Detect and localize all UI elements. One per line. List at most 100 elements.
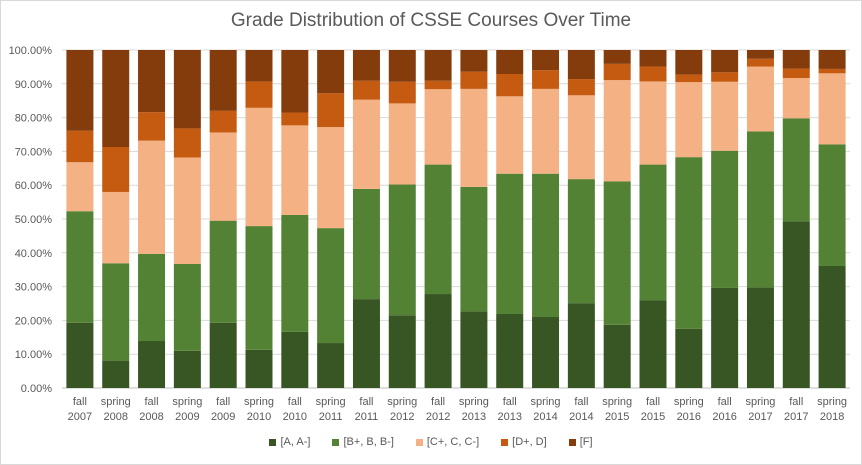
bar-segment <box>317 50 345 94</box>
bar-segment <box>746 50 774 59</box>
legend-item: [C+, C, C-] <box>415 436 480 449</box>
bar-segment <box>352 80 380 100</box>
bar-segment <box>317 93 345 128</box>
x-tick-label: spring <box>172 396 202 408</box>
bar-segment <box>102 191 130 264</box>
bar-segment <box>388 184 416 316</box>
x-tick-label: fall <box>359 396 373 408</box>
bar-segment <box>496 173 524 314</box>
bar-segment <box>496 73 524 97</box>
bar-segment <box>281 112 309 126</box>
bar-segment <box>388 315 416 388</box>
bar-segment <box>711 81 739 151</box>
x-tick-label: 2012 <box>426 411 450 423</box>
bar-segment <box>102 50 130 148</box>
bar-segment <box>102 360 130 388</box>
bar-segment <box>424 80 452 90</box>
bar-segment <box>424 294 452 388</box>
bar-segment <box>460 88 488 187</box>
bar-segment <box>532 173 560 318</box>
x-tick-label: fall <box>145 396 159 408</box>
bar-segment <box>818 144 846 266</box>
bar-segment <box>245 81 273 108</box>
x-tick-label: 2017 <box>784 411 808 423</box>
bar-segment <box>603 63 631 81</box>
bar-segment <box>102 263 130 361</box>
bar-segment <box>352 188 380 300</box>
x-tick-label: 2008 <box>139 411 163 423</box>
x-tick-label: fall <box>718 396 732 408</box>
y-tick-label: 50.00% <box>15 214 53 226</box>
x-tick-label: 2007 <box>68 411 92 423</box>
bar-segment <box>675 50 703 75</box>
x-tick-label: 2012 <box>390 411 414 423</box>
bar-segment <box>639 66 667 82</box>
x-tick-label: spring <box>531 396 561 408</box>
bar-segment <box>603 80 631 182</box>
x-tick-label: fall <box>73 396 87 408</box>
bar-segment <box>746 287 774 388</box>
x-tick-label: 2008 <box>103 411 127 423</box>
bar-segment <box>460 186 488 312</box>
legend-label: [B+, B, B-] <box>343 436 394 449</box>
x-tick-label: 2016 <box>712 411 736 423</box>
legend-label: [C+, C, C-] <box>426 436 480 449</box>
legend-swatch <box>269 438 277 446</box>
legend-label: [A, A-] <box>280 436 311 449</box>
bar-segment <box>639 164 667 301</box>
chart-title: Grade Distribution of CSSE Courses Over … <box>230 10 632 31</box>
bar-segment <box>460 71 488 89</box>
bar-segment <box>424 89 452 165</box>
legend-label: [F] <box>579 436 593 449</box>
x-tick-label: 2013 <box>462 411 486 423</box>
bar-segment <box>460 50 488 72</box>
legend-swatch <box>568 438 576 446</box>
x-tick-label: spring <box>244 396 274 408</box>
bar-segment <box>711 50 739 73</box>
bar-segment <box>138 112 166 141</box>
x-tick-label: 2018 <box>820 411 844 423</box>
legend-item: [B+, B, B-] <box>332 436 394 449</box>
y-tick-label: 80.00% <box>15 113 53 125</box>
bar-segment <box>138 253 166 342</box>
bar-segment <box>352 299 380 388</box>
bar-segment <box>818 50 846 69</box>
bar-segment <box>711 150 739 288</box>
bar-segment <box>66 322 94 388</box>
x-tick-label: 2013 <box>497 411 521 423</box>
legend-swatch <box>415 438 423 446</box>
x-tick-label: 2014 <box>533 411 557 423</box>
x-tick-label: 2016 <box>677 411 701 423</box>
bar-segment <box>245 349 273 388</box>
bar-segment <box>782 50 810 69</box>
bar-segment <box>782 78 810 119</box>
x-tick-label: fall <box>646 396 660 408</box>
bar-segment <box>532 70 560 89</box>
y-tick-label: 60.00% <box>15 180 53 192</box>
x-tick-label: 2010 <box>247 411 271 423</box>
bar-segment <box>281 214 309 332</box>
bar-segment <box>352 99 380 189</box>
bar-segment <box>388 50 416 82</box>
x-tick-label: spring <box>674 396 704 408</box>
x-tick-label: 2011 <box>355 411 379 423</box>
bar-segment <box>532 317 560 388</box>
y-tick-label: 70.00% <box>15 146 53 158</box>
bar-segment <box>496 313 524 388</box>
bar-segment <box>66 130 94 163</box>
bar-segment <box>173 157 201 264</box>
y-tick-label: 100.00% <box>9 45 53 57</box>
bar-segment <box>532 88 560 174</box>
bar-segment <box>245 50 273 82</box>
bar-segment <box>746 66 774 132</box>
bar-segment <box>209 132 237 221</box>
bar-segment <box>639 300 667 388</box>
legend-swatch <box>501 438 509 446</box>
bar-segment <box>675 82 703 158</box>
bar-segment <box>66 162 94 212</box>
x-tick-label: spring <box>101 396 131 408</box>
bar-segment <box>138 341 166 388</box>
bar-segment <box>388 81 416 104</box>
bar-segment <box>460 311 488 388</box>
bar-segment <box>818 265 846 388</box>
